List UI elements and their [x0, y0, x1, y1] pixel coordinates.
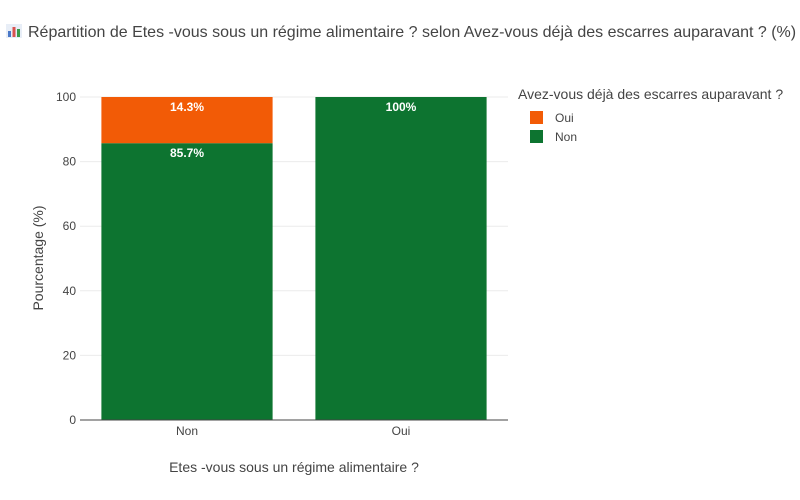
- x-tick-label: Oui: [392, 424, 411, 438]
- y-axis-title: Pourcentage (%): [30, 205, 46, 310]
- y-tick-label: 80: [63, 155, 77, 169]
- data-label: 14.3%: [170, 100, 204, 114]
- chart-title: Répartition de Etes -vous sous un régime…: [6, 24, 796, 42]
- legend-label: Oui: [555, 110, 574, 125]
- chart-title-text: Répartition de Etes -vous sous un régime…: [28, 24, 797, 41]
- legend: Avez-vous déjà des escarres auparavant ?…: [518, 86, 783, 146]
- bar-layer: [101, 97, 487, 420]
- bar-non-oui: [315, 97, 487, 420]
- data-label: 100%: [386, 100, 417, 114]
- legend-swatch: [530, 111, 543, 124]
- x-axis-title: Etes -vous sous un régime alimentaire ?: [169, 459, 419, 475]
- bar-chart-icon: [6, 24, 22, 38]
- y-tick-label: 100: [56, 90, 76, 104]
- bar-oui-non: [101, 97, 273, 144]
- data-label-layer: 85.7% 14.3% 100%: [170, 100, 417, 160]
- axis-layer: 0 20 40 60 80 100 Non Oui: [56, 90, 508, 438]
- y-tick-label: 40: [63, 284, 77, 298]
- data-label: 85.7%: [170, 146, 204, 160]
- y-tick-label: 0: [69, 413, 76, 427]
- legend-title: Avez-vous déjà des escarres auparavant ?: [518, 86, 784, 102]
- legend-item-non[interactable]: Non: [530, 127, 783, 146]
- legend-swatch: [530, 130, 543, 143]
- bar-non-non: [101, 143, 273, 420]
- x-tick-label: Non: [176, 424, 198, 438]
- legend-label: Non: [555, 129, 578, 144]
- legend-item-oui[interactable]: Oui: [530, 108, 783, 127]
- y-tick-label: 20: [63, 348, 77, 362]
- y-tick-label: 60: [63, 219, 77, 233]
